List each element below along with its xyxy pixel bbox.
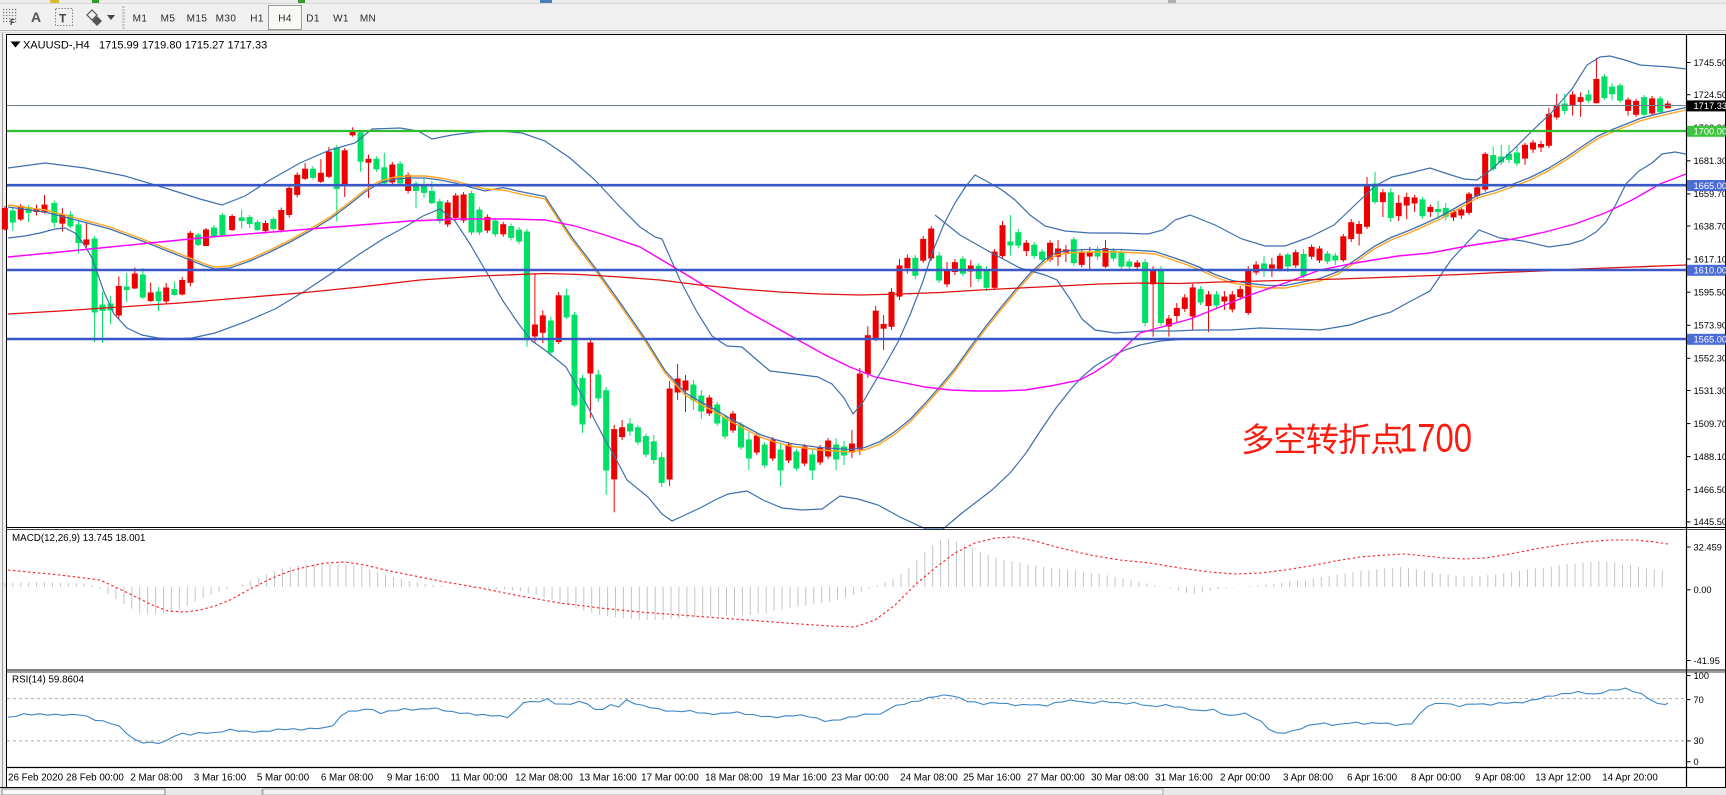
svg-text:6 Apr 16:00: 6 Apr 16:00: [1347, 773, 1398, 784]
svg-text:1531.30: 1531.30: [1694, 386, 1726, 396]
svg-text:1745.50: 1745.50: [1694, 58, 1726, 68]
svg-text:1717.33: 1717.33: [1694, 101, 1726, 111]
svg-text:1724.50: 1724.50: [1694, 90, 1726, 100]
svg-text:2 Apr 00:00: 2 Apr 00:00: [1220, 773, 1271, 784]
svg-text:A: A: [31, 9, 41, 25]
svg-text:19 Mar 16:00: 19 Mar 16:00: [769, 773, 827, 784]
svg-text:100: 100: [1694, 671, 1710, 681]
svg-text:1617.10: 1617.10: [1694, 254, 1726, 264]
svg-text:1659.70: 1659.70: [1694, 189, 1726, 199]
svg-text:H4: H4: [278, 14, 292, 25]
svg-text:23 Mar 00:00: 23 Mar 00:00: [831, 773, 889, 784]
svg-text:3 Apr 08:00: 3 Apr 08:00: [1283, 773, 1334, 784]
svg-text:9 Apr 08:00: 9 Apr 08:00: [1475, 773, 1526, 784]
svg-text:F: F: [10, 18, 15, 27]
svg-text:11 Mar 00:00: 11 Mar 00:00: [450, 773, 508, 784]
svg-text:6 Mar 08:00: 6 Mar 08:00: [321, 773, 374, 784]
svg-text:MACD(12,26,9) 13.745 18.001: MACD(12,26,9) 13.745 18.001: [12, 533, 145, 544]
svg-text:17 Mar 00:00: 17 Mar 00:00: [641, 773, 699, 784]
svg-text:9 Mar 16:00: 9 Mar 16:00: [387, 773, 440, 784]
svg-text:1573.90: 1573.90: [1694, 321, 1726, 331]
svg-text:1610.00: 1610.00: [1694, 266, 1726, 276]
svg-text:1715.99 1719.80 1715.27 1717.3: 1715.99 1719.80 1715.27 1717.33: [99, 40, 267, 52]
svg-text:D1: D1: [306, 14, 320, 25]
svg-text:MN: MN: [360, 14, 376, 25]
svg-text:13 Mar 16:00: 13 Mar 16:00: [579, 773, 637, 784]
svg-text:27 Mar 00:00: 27 Mar 00:00: [1027, 773, 1085, 784]
svg-text:1509.70: 1509.70: [1694, 419, 1726, 429]
svg-text:14 Apr 20:00: 14 Apr 20:00: [1602, 773, 1658, 784]
svg-text:1700.00: 1700.00: [1694, 127, 1726, 137]
svg-text:26 Feb 2020: 26 Feb 2020: [8, 773, 64, 784]
svg-text:M5: M5: [161, 14, 176, 25]
svg-text:32.459: 32.459: [1694, 542, 1722, 552]
svg-text:5 Mar 00:00: 5 Mar 00:00: [257, 773, 310, 784]
svg-text:0.00: 0.00: [1694, 585, 1712, 595]
svg-text:-41.95: -41.95: [1694, 656, 1720, 666]
svg-text:24 Mar 08:00: 24 Mar 08:00: [900, 773, 958, 784]
svg-text:1681.30: 1681.30: [1694, 156, 1726, 166]
svg-text:12 Mar 08:00: 12 Mar 08:00: [515, 773, 573, 784]
svg-text:31 Mar 16:00: 31 Mar 16:00: [1155, 773, 1213, 784]
svg-text:1445.50: 1445.50: [1694, 517, 1726, 527]
svg-text:XAUUSD-,H4: XAUUSD-,H4: [23, 40, 90, 52]
svg-text:30 Mar 08:00: 30 Mar 08:00: [1091, 773, 1149, 784]
svg-text:1595.50: 1595.50: [1694, 288, 1726, 298]
svg-text:25 Mar 16:00: 25 Mar 16:00: [963, 773, 1021, 784]
svg-text:28 Feb 00:00: 28 Feb 00:00: [66, 773, 124, 784]
svg-text:30: 30: [1694, 736, 1704, 746]
svg-text:W1: W1: [333, 14, 349, 25]
svg-text:1466.50: 1466.50: [1694, 485, 1726, 495]
svg-text:8 Apr 00:00: 8 Apr 00:00: [1411, 773, 1462, 784]
svg-text:0: 0: [1694, 757, 1699, 767]
svg-text:M1: M1: [133, 14, 148, 25]
svg-text:RSI(14) 59.8604: RSI(14) 59.8604: [12, 675, 84, 686]
svg-text:1565.00: 1565.00: [1694, 335, 1726, 345]
svg-text:M15: M15: [187, 14, 208, 25]
svg-text:H1: H1: [250, 14, 264, 25]
svg-text:13 Apr 12:00: 13 Apr 12:00: [1535, 773, 1591, 784]
svg-text:18 Mar 08:00: 18 Mar 08:00: [705, 773, 763, 784]
svg-text:M30: M30: [216, 14, 237, 25]
svg-text:1638.70: 1638.70: [1694, 221, 1726, 231]
svg-text:2 Mar 08:00: 2 Mar 08:00: [130, 773, 183, 784]
svg-text:70: 70: [1694, 695, 1704, 705]
svg-text:3 Mar 16:00: 3 Mar 16:00: [194, 773, 247, 784]
svg-text:1552.30: 1552.30: [1694, 354, 1726, 364]
svg-text:1665.00: 1665.00: [1694, 181, 1726, 191]
svg-text:T: T: [59, 12, 67, 26]
svg-text:1700: 1700: [1399, 417, 1472, 461]
svg-text:1488.10: 1488.10: [1694, 452, 1726, 462]
